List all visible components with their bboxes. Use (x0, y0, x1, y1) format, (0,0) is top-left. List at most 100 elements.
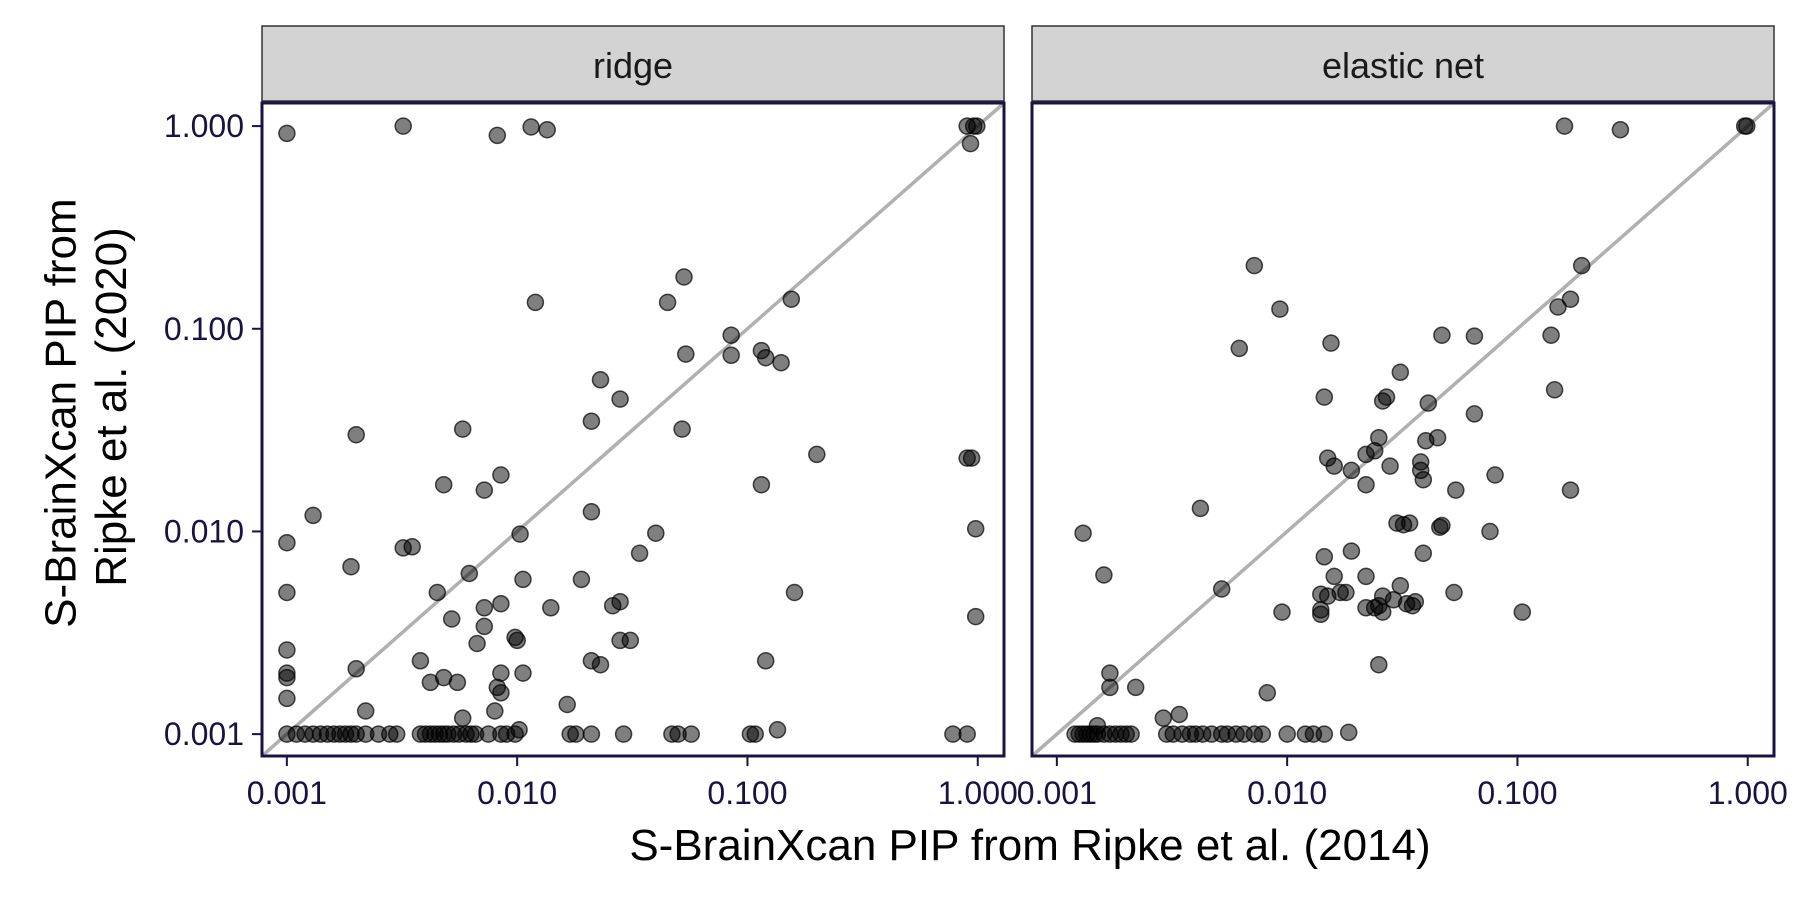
data-point (1465, 327, 1484, 345)
x-tick-label: 0.001 (247, 775, 327, 811)
data-point (1170, 705, 1189, 724)
data-point (492, 664, 510, 682)
data-point (1414, 544, 1433, 563)
data-point (488, 126, 507, 145)
data-point (514, 664, 532, 682)
data-point (1465, 405, 1484, 423)
data-point (1315, 548, 1334, 566)
data-point (526, 293, 545, 312)
data-point (614, 725, 633, 743)
data-point (1373, 603, 1392, 621)
panel-strip-elastic-net (1031, 25, 1775, 102)
data-point (785, 583, 804, 602)
data-point (752, 475, 771, 494)
data-point (658, 293, 677, 312)
data-point (278, 583, 296, 602)
data-point (756, 652, 775, 670)
data-point (403, 538, 421, 556)
y-axis-title-line-2: Ripke et al. (2020) (87, 227, 136, 587)
data-point (1481, 522, 1499, 541)
data-point (1572, 256, 1591, 275)
data-point (453, 709, 472, 727)
data-point (514, 570, 532, 589)
data-point (1212, 580, 1231, 598)
data-point (1315, 388, 1334, 406)
data-point (356, 702, 375, 720)
data-point (1738, 117, 1756, 135)
data-point (475, 617, 494, 636)
panel-title-ridge: ridge (593, 45, 673, 86)
x-tick-label: 1.000 (1708, 775, 1788, 811)
data-point (508, 631, 526, 650)
data-point (621, 631, 640, 650)
data-point (682, 725, 700, 743)
data-point (572, 570, 591, 589)
data-point (782, 290, 801, 308)
data-point (647, 524, 665, 542)
data-point (1486, 466, 1504, 484)
data-point (1337, 583, 1355, 602)
data-point (475, 599, 494, 617)
data-point (958, 725, 976, 743)
data-point (1271, 300, 1289, 318)
data-point (591, 371, 610, 389)
data-point (1230, 339, 1249, 358)
data-point (1394, 515, 1413, 534)
data-point (394, 117, 412, 135)
data-point (603, 596, 622, 615)
points-ridge (278, 117, 986, 743)
data-point (1357, 475, 1375, 494)
data-point (722, 346, 740, 365)
data-point (1258, 684, 1277, 702)
data-point (1253, 725, 1272, 743)
x-axis-ridge: 0.001 0.010 0.100 1.000 (247, 756, 1018, 811)
data-point (1391, 576, 1410, 595)
data-point (673, 420, 691, 438)
x-tick-label: 0.010 (1247, 775, 1327, 811)
data-point (1445, 583, 1463, 602)
data-point (756, 348, 775, 367)
y-tick-label: 0.100 (164, 311, 244, 347)
data-point (1095, 566, 1113, 584)
data-point (347, 425, 365, 444)
data-point (1074, 524, 1092, 542)
data-point (1542, 326, 1560, 344)
data-point (442, 610, 461, 628)
data-point (582, 503, 601, 521)
data-point (746, 725, 764, 743)
data-point (1561, 290, 1580, 308)
data-point (1549, 298, 1567, 316)
data-point (475, 481, 494, 499)
panel-strip-ridge (261, 25, 1005, 102)
data-point (1545, 381, 1564, 399)
data-point (1391, 363, 1410, 382)
data-point (1273, 603, 1291, 621)
data-point (538, 120, 556, 139)
data-point (387, 725, 406, 743)
data-point (278, 124, 296, 143)
data-point (772, 353, 790, 372)
x-axis-title: S-BrainXcan PIP from Ripke et al. (2014) (629, 821, 1430, 870)
data-point (511, 525, 529, 543)
panel-title-elastic-net: elastic net (1322, 45, 1484, 86)
data-point (1315, 725, 1334, 743)
data-point (558, 695, 576, 714)
data-point (1561, 481, 1580, 499)
data-point (567, 725, 585, 743)
panel-ridge: ridge 0.001 0.010 0.100 1.000 (247, 25, 1018, 811)
data-point (1318, 587, 1337, 605)
data-point (1433, 516, 1451, 535)
data-point (486, 702, 504, 720)
data-point (453, 420, 472, 438)
data-point (722, 326, 740, 344)
data-point (1122, 725, 1140, 743)
data-point (434, 475, 453, 494)
data-point (492, 684, 510, 702)
data-point (278, 689, 296, 708)
y-tick-label: 0.010 (164, 513, 244, 549)
data-point (411, 652, 430, 670)
data-point (278, 641, 296, 659)
x-tick-label: 0.100 (1477, 775, 1557, 811)
data-point (1381, 457, 1399, 475)
